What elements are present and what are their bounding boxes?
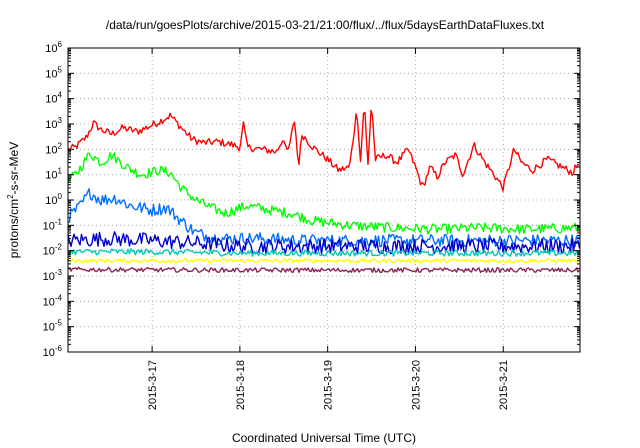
y-tick-label: 106 xyxy=(45,40,62,55)
x-axis-label: Coordinated Universal Time (UTC) xyxy=(232,431,416,445)
y-axis-label-rest: -s-sr-MeV xyxy=(7,142,21,195)
chart-title: /data/run/goesPlots/archive/2015-03-21/2… xyxy=(106,18,545,32)
y-tick-label: 105 xyxy=(45,65,62,80)
y-tick-label: 10-5 xyxy=(43,319,63,334)
y-axis-label-superscript: 2 xyxy=(6,194,15,199)
y-axis-label-main: protons/cm xyxy=(7,199,21,258)
x-tick-label: 2015-3-17 xyxy=(147,360,159,410)
x-tick-label: 2015-3-19 xyxy=(323,360,335,410)
y-tick-label: 10-4 xyxy=(43,293,63,308)
series-group xyxy=(67,109,581,274)
grid xyxy=(68,48,580,352)
series-line-7 xyxy=(67,266,581,274)
y-axis-label: protons/cm2-s-sr-MeV xyxy=(6,142,21,258)
y-tick-label: 102 xyxy=(45,141,62,156)
x-tick-label: 2015-3-18 xyxy=(235,360,247,410)
y-tick-label: 10-3 xyxy=(43,268,63,283)
x-tick-label: 2015-3-20 xyxy=(410,360,422,410)
series-line-6 xyxy=(67,258,580,264)
series-line-5 xyxy=(67,248,581,257)
x-tick-label: 2015-3-21 xyxy=(498,360,510,410)
y-tick-label: 10-1 xyxy=(43,217,63,232)
y-tick-label: 10-2 xyxy=(43,243,63,258)
axis-ticks: 10-6 10-5 10-4 10-3 10-2 10-1 100 101 102 103 104 1… xyxy=(43,40,580,410)
y-tick-label: 101 xyxy=(45,167,62,182)
y-tick-label: 10-6 xyxy=(43,344,63,359)
series-line-1 xyxy=(67,109,580,192)
series-line-4 xyxy=(67,231,581,255)
series-line-3 xyxy=(67,187,581,248)
y-tick-label: 100 xyxy=(45,192,62,207)
y-tick-label: 104 xyxy=(45,91,62,106)
y-tick-label: 103 xyxy=(45,116,62,131)
series-line-2 xyxy=(67,152,581,235)
